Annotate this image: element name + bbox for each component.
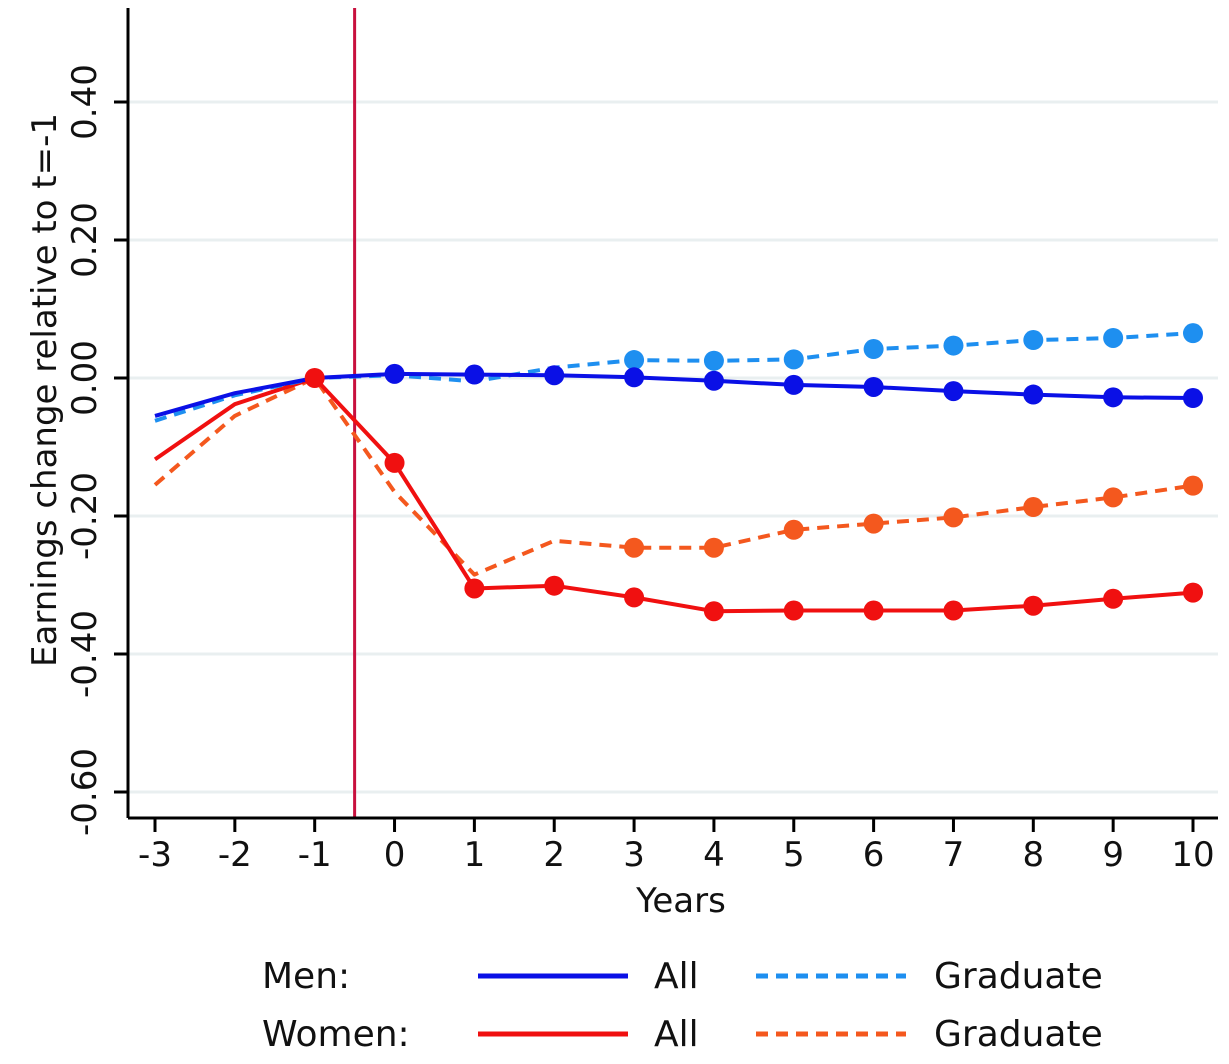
point-women-graduate <box>943 507 964 528</box>
axes <box>126 8 1218 820</box>
point-women-all <box>703 601 724 622</box>
x-tick-label: -3 <box>138 835 172 875</box>
x-tick-label: -2 <box>218 835 252 875</box>
x-tick-label: 4 <box>703 835 725 875</box>
x-tick-label: -1 <box>298 835 332 875</box>
point-women-all <box>1103 588 1124 609</box>
y-tick-label: 0.40 <box>65 64 105 140</box>
point-women-graduate <box>624 537 645 558</box>
legend-item-label: All <box>654 956 699 997</box>
point-women-all <box>544 575 565 596</box>
x-tick-label: 9 <box>1102 835 1124 875</box>
point-men-all <box>783 374 804 395</box>
x-tick-label: 6 <box>863 835 885 875</box>
y-tick-label: -0.40 <box>65 610 105 698</box>
point-women-graduate <box>863 513 884 534</box>
gridlines <box>128 100 1218 794</box>
y-axis-ticks: -0.60 -0.40 -0.20 0.00 0.20 0.40 <box>65 64 128 836</box>
point-men-graduate <box>783 349 804 370</box>
point-women-graduate <box>783 519 804 540</box>
point-women-graduate <box>1103 487 1124 508</box>
series-line-men-graduate <box>154 331 1194 423</box>
x-tick-label: 7 <box>943 835 965 875</box>
point-men-all <box>1023 384 1044 405</box>
x-tick-label: 5 <box>783 835 805 875</box>
point-women-all <box>783 600 804 621</box>
x-axis-ticks: -3 -2 -1 0 1 2 3 4 5 6 7 8 9 10 <box>138 818 1215 875</box>
legend-item-label: Graduate <box>934 956 1103 997</box>
legend: Men: All Graduate Women: All Graduate <box>262 956 1103 1055</box>
x-tick-label: 0 <box>384 835 406 875</box>
x-axis-title: Years <box>635 881 726 921</box>
point-women-all <box>943 600 964 621</box>
point-men-graduate <box>1023 330 1044 351</box>
point-women-graduate <box>1183 475 1203 496</box>
x-tick-label: 10 <box>1171 835 1214 875</box>
point-men-all <box>544 365 565 386</box>
point-men-all <box>464 364 485 385</box>
legend-item-label: All <box>654 1014 699 1055</box>
point-men-all <box>863 376 884 397</box>
point-women-graduate <box>703 537 724 558</box>
point-men-graduate <box>1183 323 1203 344</box>
point-women-all <box>384 452 405 473</box>
y-tick-label: -0.20 <box>65 472 105 560</box>
point-men-all <box>1183 388 1203 409</box>
x-tick-label: 8 <box>1022 835 1044 875</box>
series-line-women-all <box>153 376 1194 614</box>
y-tick-label: 0.00 <box>65 340 105 416</box>
point-women-all <box>863 600 884 621</box>
point-men-all <box>624 367 645 388</box>
point-women-graduate <box>1023 497 1044 518</box>
point-women-all <box>1023 595 1044 616</box>
y-tick-label: 0.20 <box>65 202 105 278</box>
legend-group-label: Men: <box>262 956 350 997</box>
series-line-men-all <box>154 371 1194 418</box>
legend-group-label: Women: <box>262 1014 410 1055</box>
point-men-all <box>384 363 405 384</box>
point-men-graduate <box>943 335 964 356</box>
point-men-graduate <box>863 339 884 360</box>
point-women-all <box>464 578 485 599</box>
y-tick-label: -0.60 <box>65 748 105 836</box>
point-men-all <box>1103 387 1124 408</box>
x-tick-label: 1 <box>464 835 486 875</box>
y-axis-title: Earnings change relative to t=-1 <box>25 113 65 667</box>
point-men-graduate <box>703 350 724 371</box>
point-men-all <box>703 370 724 391</box>
x-tick-label: 3 <box>623 835 645 875</box>
point-women-all <box>624 587 645 608</box>
series-line-women-graduate <box>153 376 1194 577</box>
series-layer <box>153 323 1203 622</box>
anchor-point <box>304 368 325 388</box>
point-men-graduate <box>624 350 645 371</box>
legend-item-label: Graduate <box>934 1014 1103 1055</box>
x-tick-label: 2 <box>543 835 565 875</box>
point-men-graduate <box>1103 327 1124 348</box>
point-men-all <box>943 381 964 402</box>
point-women-all <box>1183 582 1203 603</box>
